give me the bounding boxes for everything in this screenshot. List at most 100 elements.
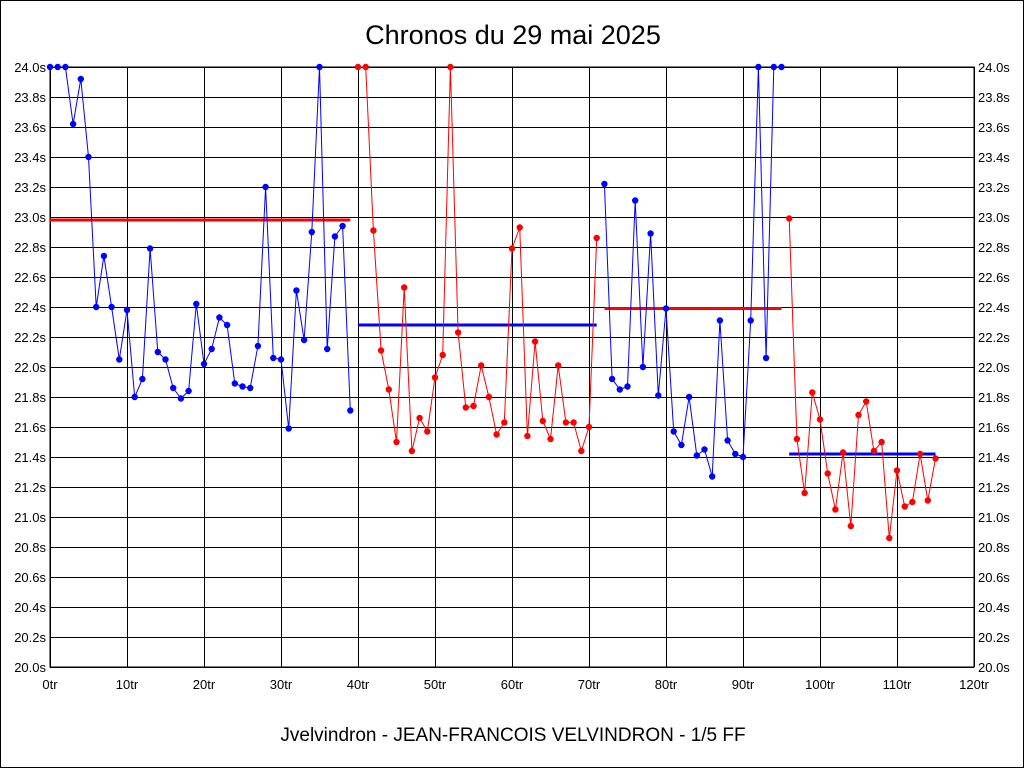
data-point (377, 347, 385, 354)
data-point (208, 345, 215, 353)
data-point (916, 450, 924, 458)
data-point (170, 384, 177, 392)
data-point (347, 407, 354, 414)
y-tick-label-right: 22.8s (978, 240, 1010, 255)
data-point (555, 362, 562, 369)
data-point (878, 438, 885, 446)
data-point (801, 489, 808, 497)
data-point (870, 447, 878, 455)
data-point (46, 63, 54, 71)
y-tick-label-right: 22.6s (978, 270, 1010, 285)
x-tick-label: 120tr (959, 677, 989, 692)
data-point (739, 453, 747, 461)
chart-title: Chronos du 29 mai 2025 (365, 20, 661, 50)
y-tick-label-left: 23.6s (14, 120, 46, 135)
data-point (277, 356, 285, 363)
data-point (786, 215, 793, 222)
y-axis-left: 20.0s 20.2s 20.4s 20.6s 20.8s 21.0s 21.2s 21.4s… (14, 60, 46, 675)
data-point (485, 393, 493, 401)
data-point (470, 402, 477, 410)
data-point (562, 419, 570, 426)
data-point (724, 437, 731, 444)
data-point (547, 435, 554, 443)
data-point (478, 362, 485, 369)
data-point (701, 446, 708, 453)
x-tick-label: 30tr (270, 677, 293, 692)
data-point (300, 336, 308, 344)
data-point (655, 392, 662, 399)
data-point (447, 63, 454, 71)
data-point (531, 338, 539, 345)
y-tick-label-left: 23.2s (14, 180, 46, 195)
y-tick-label-right: 22.4s (978, 300, 1010, 315)
data-point (839, 449, 847, 456)
x-tick-label: 20tr (193, 677, 216, 692)
data-point (408, 447, 416, 455)
x-tick-label: 100tr (805, 677, 835, 692)
y-tick-label-right: 22.2s (978, 330, 1010, 345)
data-point (624, 383, 631, 390)
data-point (639, 363, 647, 371)
y-tick-label-left: 22.0s (14, 360, 46, 375)
data-point (331, 233, 339, 240)
y-tick-label-left: 21.6s (14, 420, 46, 435)
y-tick-label-right: 20.0s (978, 660, 1010, 675)
y-tick-label-right: 24.0s (978, 60, 1010, 75)
data-point (223, 321, 231, 329)
y-tick-label-left: 21.4s (14, 450, 46, 465)
x-tick-label: 110tr (883, 677, 912, 692)
data-point (416, 414, 423, 422)
data-point (270, 354, 277, 362)
data-point (508, 245, 516, 252)
data-point (909, 498, 916, 506)
data-point (539, 417, 546, 425)
data-point (678, 441, 685, 449)
data-point (54, 63, 61, 71)
y-tick-label-left: 20.0s (14, 660, 46, 675)
data-point (593, 234, 600, 242)
data-point (793, 435, 801, 443)
data-point (693, 452, 700, 459)
data-point (747, 317, 754, 324)
y-tick-label-right: 23.6s (978, 120, 1010, 135)
data-point (709, 473, 716, 480)
data-point (254, 342, 262, 350)
series-line (603, 66, 782, 477)
y-tick-label-left: 23.8s (14, 90, 46, 105)
y-tick-label-right: 20.6s (978, 570, 1010, 585)
data-point (216, 314, 223, 321)
series-line (358, 66, 598, 453)
data-point (339, 222, 346, 230)
data-point (886, 534, 893, 542)
data-point (578, 447, 585, 455)
y-tick-label-right: 23.4s (978, 150, 1010, 165)
data-point (778, 63, 785, 71)
data-point (454, 329, 462, 336)
y-tick-label-left: 22.4s (14, 300, 46, 315)
data-point (662, 305, 670, 312)
data-point (493, 431, 500, 438)
data-point (247, 384, 254, 392)
data-point (177, 395, 185, 402)
data-point (816, 416, 824, 423)
x-tick-label: 90tr (732, 677, 755, 692)
data-point (385, 386, 392, 393)
data-point (231, 380, 238, 387)
data-point (647, 230, 654, 237)
y-tick-label-right: 21.0s (978, 510, 1010, 525)
data-point (809, 389, 816, 396)
y-tick-label-right: 23.8s (978, 90, 1010, 105)
y-tick-label-left: 21.8s (14, 390, 46, 405)
data-point (185, 387, 192, 395)
data-point (316, 63, 323, 71)
data-point (832, 506, 839, 513)
series-1 (354, 63, 600, 455)
y-tick-label-right: 20.4s (978, 600, 1010, 615)
data-point (716, 317, 724, 324)
data-point (732, 450, 739, 458)
y-tick-label-right: 20.2s (978, 630, 1010, 645)
grid (49, 66, 975, 668)
data-point (77, 75, 85, 83)
data-point (93, 303, 100, 311)
